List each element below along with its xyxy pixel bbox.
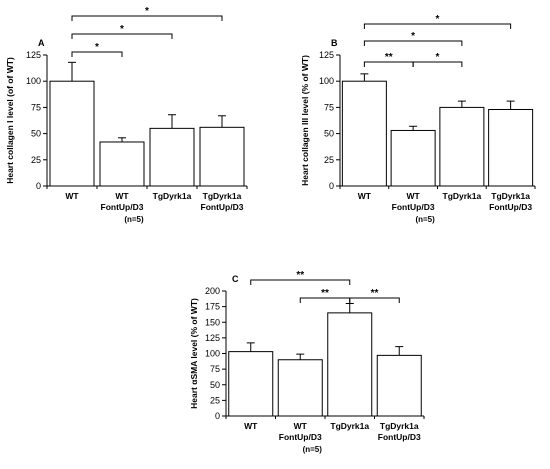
x-category-label: WT: [244, 421, 258, 431]
significance-marker: *: [411, 31, 415, 42]
y-tick-label: 75: [210, 364, 220, 374]
x-category-label: WT FontUp/D3: [279, 421, 322, 442]
chart-panel-c: 0 25 50 75 100 125 150 175 200 WT WT FontUp/D3 TgDyr…: [189, 270, 425, 454]
significance-marker: *: [120, 24, 124, 35]
bar: [390, 129, 436, 187]
y-tick-label: 50: [210, 380, 220, 390]
significance-marker: **: [371, 288, 379, 299]
bar: [228, 351, 274, 417]
bar: [341, 80, 387, 187]
chart-panel-b: 0 25 50 75 100 125 WT WT FontUp/D3 TgDyrk1a TgDyrk…: [300, 14, 536, 224]
y-tick-label: 25: [31, 155, 41, 165]
y-tick-label: 100: [319, 76, 334, 86]
y-tick-label: 175: [205, 302, 220, 312]
y-tick-label: 0: [329, 181, 334, 191]
chart-panel-a: 0 25 50 75 100 125 WT WT FontUp/D3 TgDyrk1a TgDyrk…: [5, 6, 248, 224]
significance-bracket: [349, 297, 400, 303]
y-tick-label: 25: [210, 395, 220, 405]
y-tick-label: 50: [31, 129, 41, 139]
bar: [327, 312, 373, 417]
y-axis-title: Heart collagen III level (% of WT): [300, 55, 310, 186]
bar: [376, 354, 422, 417]
sample-size-note: (n=5): [124, 215, 144, 224]
y-tick-label: 50: [324, 129, 334, 139]
significance-marker: *: [145, 6, 149, 17]
y-axis-title: Heart collagen I level (of of WT): [5, 57, 15, 184]
y-axis-title: Heart αSMA level (% of WT): [189, 298, 199, 409]
significance-bracket: [363, 40, 463, 46]
y-tick-label: 100: [26, 76, 41, 86]
y-tick-label: 75: [31, 102, 41, 112]
y-tick-label: 0: [215, 411, 220, 421]
significance-marker: **: [321, 288, 329, 299]
x-category-label: TgDyrk1a FontUp/D3: [489, 191, 532, 212]
x-category-label: WT: [65, 191, 79, 201]
y-tick-label: 125: [205, 333, 220, 343]
y-tick-label: 25: [324, 155, 334, 165]
bar: [149, 127, 195, 187]
significance-bracket: [412, 61, 463, 67]
panel-label: C: [232, 274, 239, 284]
x-category-label: TgDyrk1a FontUp/D3: [201, 191, 244, 212]
x-category-label: TgDyrk1a: [330, 421, 369, 431]
y-tick-label: 0: [36, 181, 41, 191]
significance-bracket: [363, 23, 512, 29]
y-tick-label: 100: [205, 349, 220, 359]
sample-size-note: (n=5): [303, 445, 323, 454]
significance-bracket: [71, 15, 223, 21]
x-category-label: WT FontUp/D3: [392, 191, 435, 212]
bar: [199, 126, 245, 187]
bar: [488, 108, 534, 187]
bar: [439, 106, 485, 187]
significance-bracket: [250, 279, 351, 285]
panel-label: B: [331, 38, 338, 48]
bar: [49, 80, 95, 187]
bar: [99, 141, 145, 187]
significance-marker: *: [436, 52, 440, 63]
bar: [277, 359, 323, 417]
sample-size-note: (n=5): [415, 215, 435, 224]
y-tick-label: 125: [319, 50, 334, 60]
y-tick-label: 150: [205, 317, 220, 327]
x-category-label: TgDyrk1a FontUp/D3: [378, 421, 421, 442]
y-tick-label: 125: [26, 50, 41, 60]
x-category-label: TgDyrk1a: [443, 191, 482, 201]
significance-bracket: [71, 51, 123, 57]
x-category-label: TgDyrk1a: [153, 191, 192, 201]
y-tick-label: 75: [324, 102, 334, 112]
y-tick-label: 200: [205, 286, 220, 296]
significance-marker: **: [296, 270, 304, 281]
significance-bracket: [71, 33, 173, 39]
significance-marker: *: [95, 42, 99, 53]
significance-marker: *: [436, 14, 440, 25]
panel-label: A: [38, 38, 45, 48]
x-category-label: WT: [358, 191, 372, 201]
x-category-label: WT FontUp/D3: [101, 191, 144, 212]
significance-marker: **: [385, 52, 393, 63]
